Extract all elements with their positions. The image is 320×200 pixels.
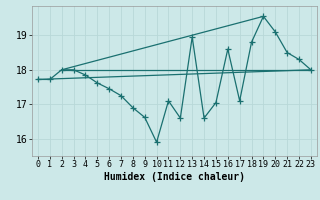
X-axis label: Humidex (Indice chaleur): Humidex (Indice chaleur): [104, 172, 245, 182]
